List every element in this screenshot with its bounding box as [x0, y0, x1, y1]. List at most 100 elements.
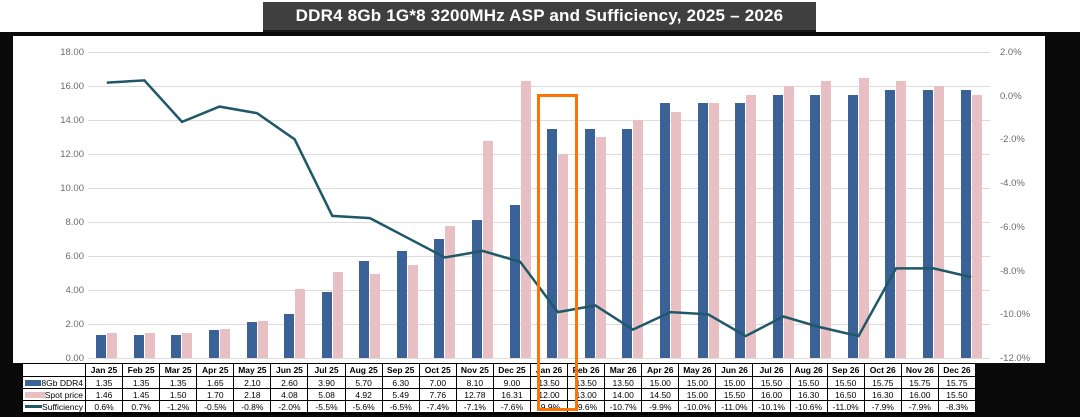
value-cell: 15.50 — [938, 389, 976, 401]
month-header-cell: Jul 26 — [753, 364, 791, 377]
spot-price-bar — [670, 111, 681, 358]
legend-label: Sufficiency — [42, 401, 83, 412]
left-axis-tick-label: 12.00 — [60, 149, 84, 160]
value-cell: 1.35 — [160, 377, 198, 389]
left-axis-tick-label: 18.00 — [60, 47, 84, 58]
bar-group — [464, 52, 502, 358]
left-axis-tick-label: 0.00 — [65, 353, 85, 364]
value-cell: -2.0% — [271, 401, 309, 413]
legend-cell: 8Gb DDR4 — [23, 377, 86, 389]
value-cell: 16.00 — [901, 389, 939, 401]
value-cell: 7.00 — [419, 377, 457, 389]
spot-price-bar — [971, 94, 982, 358]
ddr4-bar — [659, 103, 670, 358]
month-header-cell: Jun 25 — [271, 364, 309, 377]
bar-group — [689, 52, 727, 358]
ddr4-bar — [396, 250, 407, 358]
bar-group — [426, 52, 464, 358]
value-cell: 6.30 — [382, 377, 420, 389]
month-header-cell: Oct 26 — [864, 364, 902, 377]
value-cell: 16.30 — [864, 389, 902, 401]
month-header-cell: Jan 25 — [86, 364, 124, 377]
value-cell: 5.08 — [308, 389, 346, 401]
spot-price-bar — [746, 94, 757, 358]
legend-label: 8Gb DDR4 — [41, 377, 83, 388]
value-cell: 0.6% — [86, 401, 124, 413]
right-axis-tick-label: 2.0% — [1000, 47, 1022, 58]
bar-group — [727, 52, 765, 358]
value-cell: 4.08 — [271, 389, 309, 401]
table-row: Spot price 1.46 1.45 1.50 1.70 2.18 4.08 5.08 4.… — [23, 389, 976, 401]
value-cell: 2.60 — [271, 377, 309, 389]
bar-group — [389, 52, 427, 358]
value-cell: -11.0% — [827, 401, 865, 413]
ddr4-bar — [810, 94, 821, 358]
table-row: Sufficiency 0.6% 0.7% -1.2% -0.5% -0.8% -2.0% -… — [23, 401, 976, 413]
value-cell: 1.35 — [123, 377, 161, 389]
month-header-cell: Oct 25 — [419, 364, 457, 377]
ddr4-bar — [509, 205, 520, 358]
month-header-cell: Sep 25 — [382, 364, 420, 377]
ddr4-bar — [735, 103, 746, 358]
spot-price-bar — [896, 80, 907, 358]
plot-area — [88, 52, 990, 358]
right-axis-tick-label: -12.0% — [1000, 353, 1031, 364]
spot-price-bar — [332, 271, 343, 358]
spot-price-bar — [934, 86, 944, 358]
value-cell: 14.50 — [642, 389, 680, 401]
value-cell: 13.50 — [530, 377, 569, 389]
table-row: 8Gb DDR4 1.35 1.35 1.35 1.65 2.10 2.60 3.90 5.70… — [23, 377, 976, 389]
bar-group — [126, 52, 164, 358]
month-header-cell: Apr 25 — [197, 364, 235, 377]
value-cell: -10.6% — [790, 401, 828, 413]
value-cell: -7.1% — [456, 401, 494, 413]
value-cell: 1.35 — [86, 377, 124, 389]
spot-price-bar — [144, 333, 155, 358]
value-cell: -8.3% — [938, 401, 976, 413]
value-cell: 15.00 — [642, 377, 680, 389]
right-axis-tick-label: 0.0% — [1000, 90, 1022, 102]
value-cell: 15.50 — [790, 377, 828, 389]
ddr4-bar — [321, 291, 332, 358]
bar-group — [88, 52, 126, 358]
value-cell: 15.50 — [753, 377, 791, 389]
value-cell: 16.30 — [790, 389, 828, 401]
value-cell: 15.00 — [679, 377, 717, 389]
value-cell: 13.50 — [605, 377, 643, 389]
value-cell: 13.00 — [568, 389, 606, 401]
spot-price-bar — [445, 226, 456, 358]
ddr4-bar — [547, 128, 558, 358]
spot-price-bar — [558, 154, 569, 358]
ddr4-bar — [472, 220, 483, 358]
chart-title: DDR4 8Gb 1G*8 3200MHz ASP and Sufficienc… — [295, 6, 784, 25]
legend-cell: Sufficiency — [23, 401, 86, 413]
data-table: Jan 25 Feb 25 Mar 25 Apr 25 May 25 Jun 25 Jul … — [22, 363, 976, 415]
ddr4-bar — [960, 90, 971, 358]
bar-group — [276, 52, 314, 358]
value-cell: 7.76 — [419, 389, 457, 401]
table-corner-cell — [23, 364, 86, 377]
value-cell: 16.00 — [753, 389, 791, 401]
spot-price-bar — [520, 80, 531, 358]
month-header-cell: Apr 26 — [642, 364, 680, 377]
value-cell: 9.00 — [493, 377, 531, 389]
month-header-cell: Mar 25 — [160, 364, 198, 377]
ddr4-bar — [246, 322, 257, 358]
value-cell: 15.50 — [827, 377, 865, 389]
bars-layer — [88, 52, 990, 358]
bar-group — [238, 52, 276, 358]
spot-price-bar — [370, 274, 381, 358]
month-header-cell: Aug 26 — [790, 364, 828, 377]
value-cell: -9.9% — [530, 401, 569, 413]
table-header-row: Jan 25 Feb 25 Mar 25 Apr 25 May 25 Jun 25 Jul … — [23, 364, 976, 377]
value-cell: 15.75 — [901, 377, 939, 389]
spot-price-bar — [633, 120, 644, 358]
value-cell: -7.4% — [419, 401, 457, 413]
left-axis-tick-label: 2.00 — [65, 319, 85, 330]
bar-group — [539, 52, 577, 358]
value-cell: 16.31 — [493, 389, 531, 401]
month-header-cell: Jul 25 — [308, 364, 346, 377]
ddr4-bar — [209, 329, 220, 358]
value-cell: -11.0% — [716, 401, 754, 413]
